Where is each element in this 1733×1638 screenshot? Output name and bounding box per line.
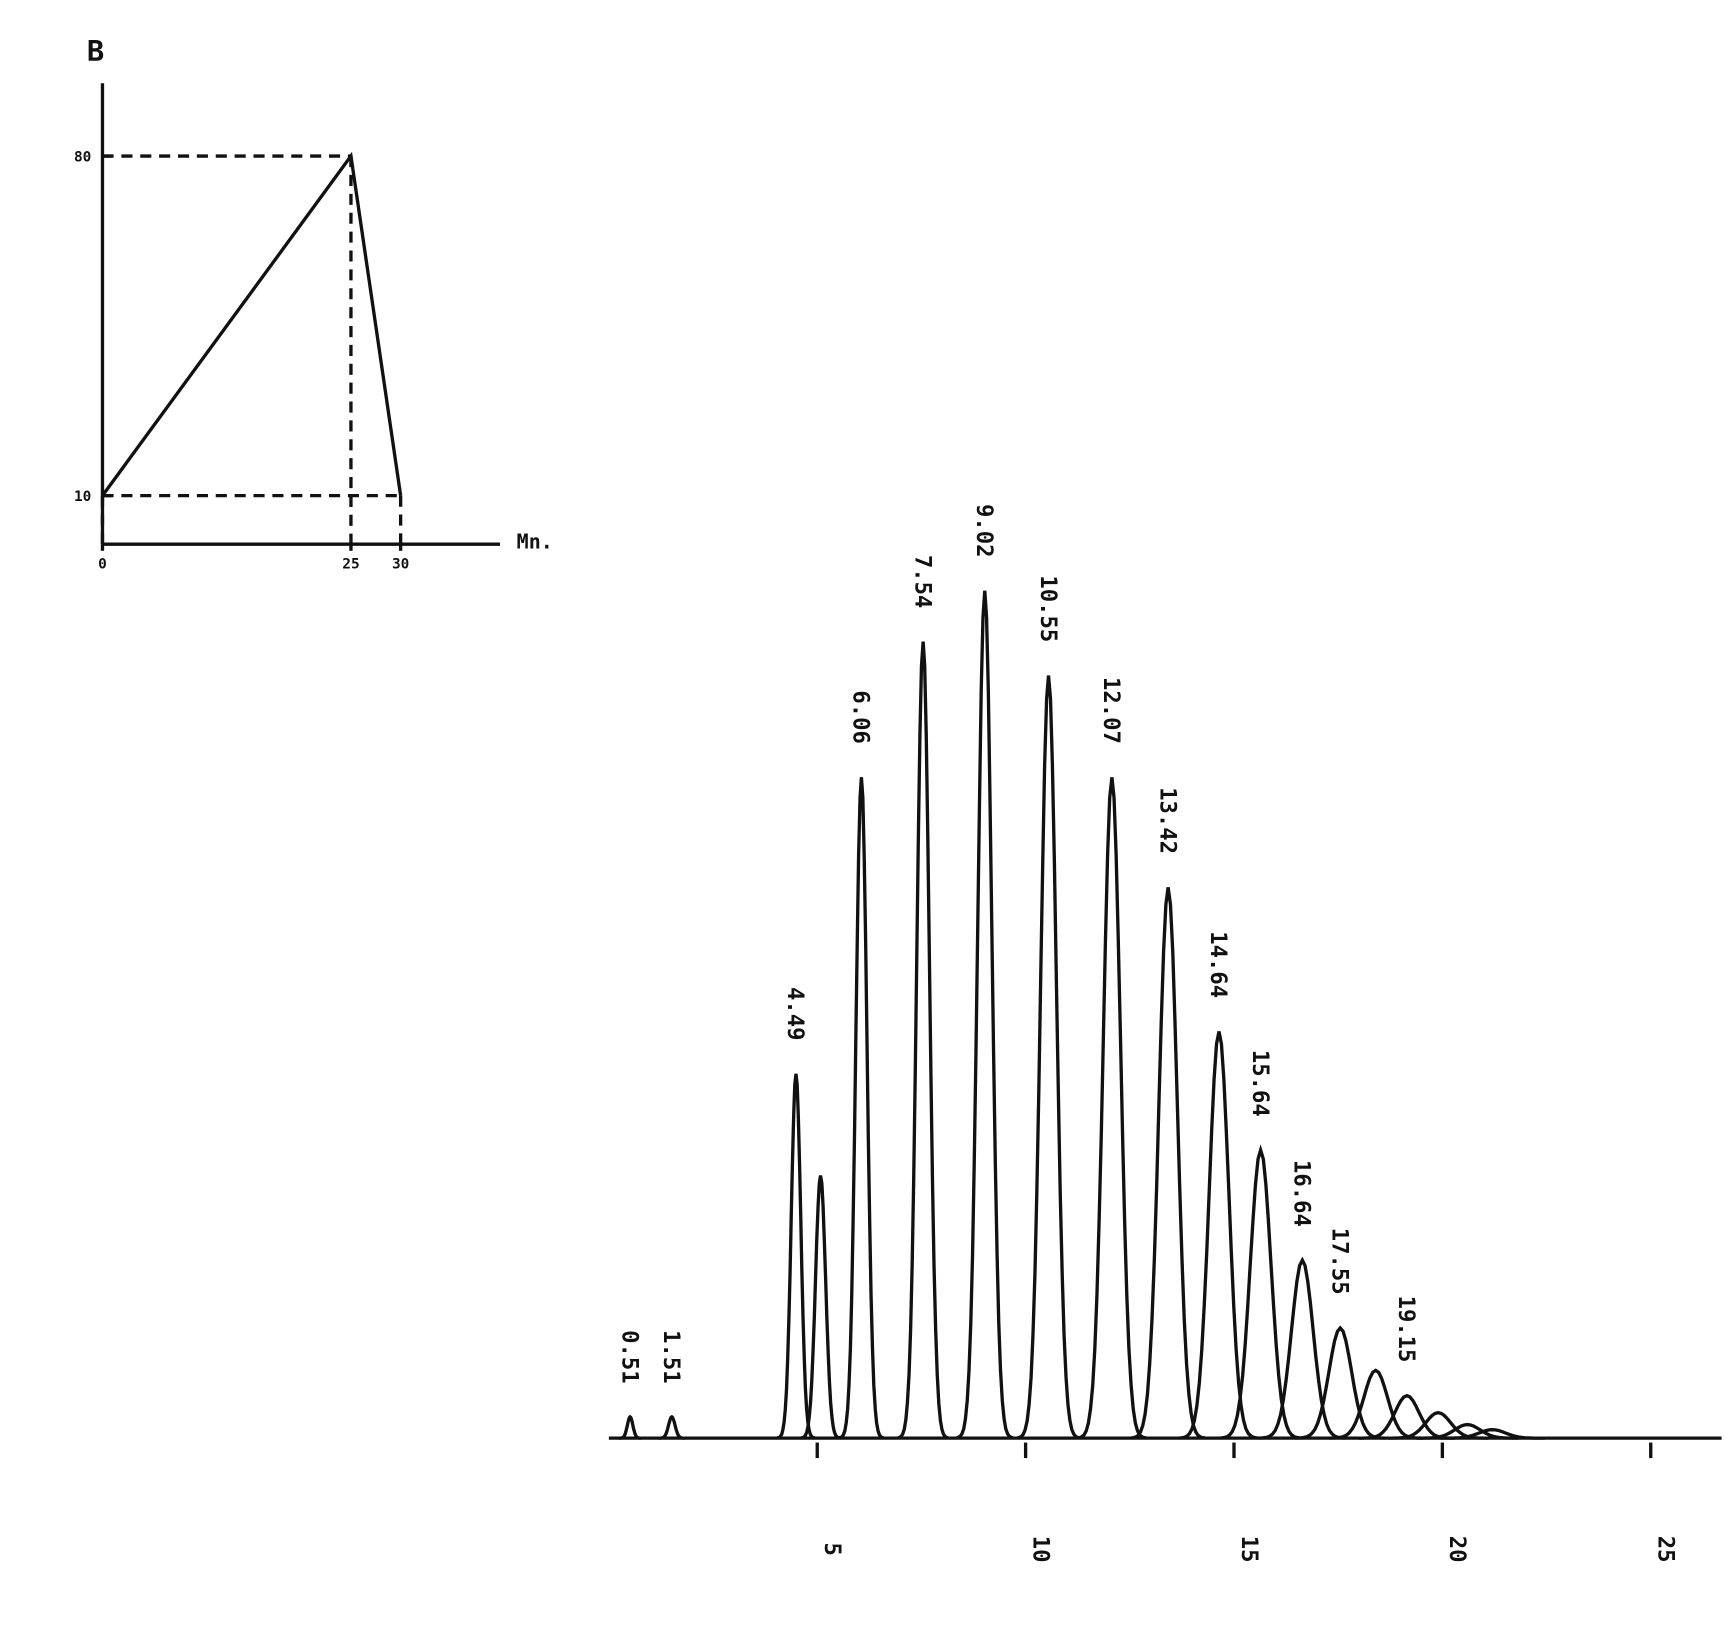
peak-label: 15.64: [1247, 1050, 1273, 1117]
gradient-line: [101, 151, 403, 497]
peak: [1219, 1144, 1303, 1440]
peak: [1131, 887, 1206, 1440]
peak: [956, 590, 1014, 1440]
peak: [1017, 675, 1080, 1440]
peak-label: 16.64: [1289, 1160, 1315, 1227]
peak: [619, 1414, 642, 1440]
x-tick-label: 25: [1653, 1536, 1679, 1563]
peak-label: 19.15: [1393, 1296, 1419, 1363]
peak: [838, 777, 884, 1440]
x-tick-label: 25: [342, 557, 359, 573]
peak-label: 7.54: [909, 555, 935, 608]
x-tick-label: 20: [1444, 1536, 1470, 1563]
y-tick-label: 10: [74, 489, 91, 505]
peak: [1439, 1427, 1545, 1440]
peak-label: 13.42: [1154, 787, 1180, 854]
peak: [776, 1073, 816, 1440]
peak: [1179, 1031, 1259, 1440]
x-tick-label: 10: [1027, 1536, 1053, 1563]
peak-label: 14.64: [1205, 931, 1231, 998]
peak: [1416, 1422, 1519, 1440]
peak-label: 6.06: [848, 690, 874, 743]
peak: [658, 1414, 685, 1440]
y-axis-label: B: [87, 34, 104, 68]
peak-label: 4.49: [782, 987, 808, 1040]
peak: [897, 641, 949, 1440]
peak-label: 17.55: [1326, 1228, 1352, 1295]
x-tick-label: 15: [1236, 1536, 1262, 1563]
peak: [1295, 1325, 1386, 1440]
y-tick-label: 80: [74, 150, 91, 166]
x-axis-label: Mn.: [517, 530, 553, 554]
peak: [800, 1175, 841, 1440]
peak-label: 9.02: [971, 504, 997, 557]
peak: [1328, 1368, 1423, 1440]
peak-label: 1.51: [658, 1330, 684, 1383]
peak-label: 12.07: [1098, 677, 1124, 744]
peak-label: 0.51: [616, 1330, 642, 1383]
x-tick-label: 0: [98, 557, 107, 573]
peak-label: 10.55: [1035, 575, 1061, 642]
peak: [1077, 777, 1147, 1440]
peak: [1259, 1256, 1346, 1440]
x-tick-label: 5: [819, 1542, 845, 1555]
x-tick-label: 30: [392, 557, 409, 573]
peak: [1358, 1393, 1456, 1440]
